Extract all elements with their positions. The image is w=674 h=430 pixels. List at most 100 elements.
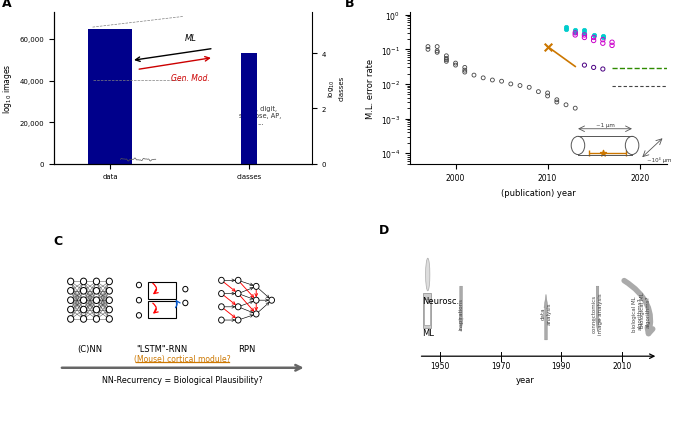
Point — [506, 81, 516, 88]
Point — [597, 37, 608, 44]
Text: (C)NN: (C)NN — [78, 344, 102, 353]
Y-axis label: log$_{10}$ images: log$_{10}$ images — [1, 63, 14, 114]
Point — [542, 93, 553, 100]
Point — [570, 27, 580, 34]
Point — [607, 43, 617, 50]
Circle shape — [93, 307, 100, 313]
Bar — [148, 301, 177, 318]
Circle shape — [218, 317, 224, 323]
Circle shape — [106, 288, 113, 295]
Point — [579, 35, 590, 42]
Circle shape — [93, 316, 100, 322]
Text: inspirations: inspirations — [458, 297, 464, 329]
Point — [450, 62, 461, 69]
Point — [597, 35, 608, 42]
Circle shape — [106, 279, 113, 285]
Point — [570, 32, 580, 39]
Circle shape — [253, 298, 259, 304]
Circle shape — [80, 288, 87, 295]
Point — [460, 65, 470, 72]
Text: B: B — [345, 0, 355, 10]
Circle shape — [235, 291, 241, 297]
Circle shape — [183, 287, 188, 292]
Circle shape — [269, 298, 274, 304]
Point — [460, 68, 470, 74]
Bar — [148, 282, 177, 299]
Circle shape — [67, 288, 73, 295]
Point — [588, 35, 599, 42]
Text: biological ML
algorithms?: biological ML algorithms? — [632, 295, 642, 331]
Text: NN-Recurrency = Biological Plausibility?: NN-Recurrency = Biological Plausibility? — [102, 375, 263, 384]
Circle shape — [80, 307, 87, 313]
Circle shape — [106, 307, 113, 313]
FancyArrow shape — [544, 295, 548, 340]
Point — [551, 97, 562, 104]
Point — [561, 102, 572, 109]
Bar — [424, 299, 430, 325]
X-axis label: (publication) year: (publication) year — [501, 188, 576, 197]
Point — [588, 32, 599, 39]
Text: data
analysis: data analysis — [541, 302, 551, 325]
Text: ML: ML — [422, 329, 433, 338]
Y-axis label: log$_{10}$
classes: log$_{10}$ classes — [328, 76, 344, 101]
Point — [542, 44, 553, 51]
Text: ML: ML — [185, 34, 196, 43]
Text: 1990: 1990 — [551, 361, 571, 370]
FancyArrow shape — [596, 286, 599, 332]
Point — [561, 27, 572, 34]
Point — [432, 44, 443, 51]
FancyArrow shape — [459, 286, 463, 332]
FancyArrowPatch shape — [624, 281, 652, 334]
Circle shape — [218, 291, 224, 297]
Point — [432, 50, 443, 57]
Circle shape — [235, 304, 241, 310]
Circle shape — [235, 317, 241, 323]
Point — [597, 41, 608, 48]
FancyArrowPatch shape — [153, 284, 158, 294]
Circle shape — [67, 316, 73, 322]
Circle shape — [67, 279, 73, 285]
Point — [579, 28, 590, 35]
Circle shape — [80, 279, 87, 285]
Point — [432, 48, 443, 55]
Point — [570, 30, 580, 37]
Point — [423, 47, 433, 54]
Text: bird, digit,
synapse, AP,
...: bird, digit, synapse, AP, ... — [239, 106, 281, 126]
Point — [496, 79, 507, 86]
Text: A: A — [3, 0, 12, 10]
Circle shape — [106, 297, 113, 304]
Point — [441, 53, 452, 60]
Point — [597, 150, 608, 157]
Text: C: C — [53, 234, 63, 247]
Bar — [88, 30, 133, 164]
Bar — [423, 294, 431, 329]
Point — [588, 65, 599, 72]
Point — [588, 38, 599, 45]
Circle shape — [253, 311, 259, 317]
FancyArrowPatch shape — [153, 304, 158, 313]
Point — [597, 33, 608, 40]
Circle shape — [136, 298, 142, 303]
Point — [441, 57, 452, 64]
Circle shape — [136, 313, 142, 318]
Text: "LSTM"-RNN: "LSTM"-RNN — [137, 344, 188, 353]
Point — [460, 70, 470, 77]
Point — [542, 90, 553, 97]
Text: (Mouse) cortical module?: (Mouse) cortical module? — [134, 354, 231, 363]
Text: 1950: 1950 — [430, 361, 450, 370]
Point — [607, 40, 617, 46]
Text: 2010: 2010 — [612, 361, 632, 370]
Point — [478, 75, 489, 82]
Point — [533, 89, 544, 96]
Circle shape — [93, 279, 100, 285]
Point — [515, 83, 526, 90]
Y-axis label: M.L. error rate: M.L. error rate — [366, 58, 375, 119]
Circle shape — [93, 288, 100, 295]
Circle shape — [425, 258, 430, 291]
Point — [468, 73, 479, 80]
Text: biological ML
algorithms?: biological ML algorithms? — [640, 292, 651, 328]
Bar — [241, 54, 257, 164]
Circle shape — [93, 297, 100, 304]
Circle shape — [80, 297, 87, 304]
Point — [579, 62, 590, 69]
